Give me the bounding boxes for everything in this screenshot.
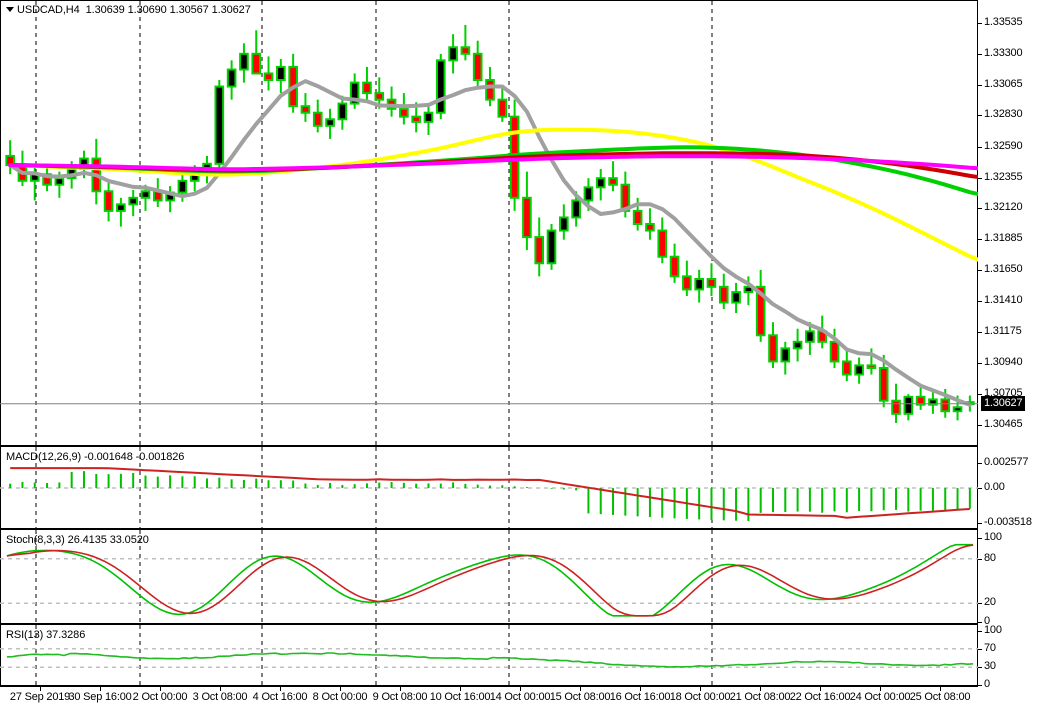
axis-tick: [978, 301, 982, 303]
axis-tick-label: 1.31175: [984, 325, 1022, 337]
axis-tick: [978, 463, 982, 464]
axis-tick-label: 0: [984, 615, 990, 627]
axis-tick-label: 1.30940: [984, 355, 1023, 368]
time-axis-label: 27 Sep 2019: [9, 691, 71, 703]
price-chart-canvas[interactable]: [0, 0, 978, 447]
axis-tick: [978, 332, 982, 333]
time-axis-tick: [220, 687, 221, 691]
current-price-tag: 1.30627: [981, 395, 1026, 411]
time-axis-label: 22 Oct 16:00: [789, 691, 851, 703]
time-axis-tick: [340, 687, 341, 691]
axis-tick-label: 1.31650: [984, 262, 1023, 275]
time-axis-tick: [880, 687, 881, 691]
axis-tick: [978, 488, 982, 490]
time-axis-tick: [820, 687, 821, 691]
axis-tick-label: 1.32830: [984, 108, 1023, 121]
axis-tick-label: 1.30705: [984, 386, 1023, 399]
axis-tick-label: 20: [984, 596, 996, 609]
price-panel: [0, 0, 978, 447]
time-axis-tick: [400, 687, 401, 691]
macd-legend: MACD(12,26,9) -0.001648 -0.001826: [6, 451, 185, 463]
axis-tick: [978, 53, 982, 55]
axis-tick-label: 100: [984, 624, 1002, 636]
time-axis-tick: [580, 687, 581, 691]
symbol-label: USDCAD,H4: [17, 4, 80, 16]
time-axis-label: 16 Oct 16:00: [609, 691, 671, 703]
macd-canvas[interactable]: [0, 447, 978, 530]
axis-tick-label: -0.003518: [984, 516, 1032, 528]
triangle-down-icon[interactable]: [6, 6, 14, 12]
axis-tick: [978, 269, 982, 271]
time-axis-tick: [640, 687, 641, 691]
rsi-legend: RSI(13) 37.3286: [6, 629, 86, 641]
time-axis-label: 10 Oct 16:00: [429, 691, 491, 703]
axis-tick: [978, 177, 982, 179]
time-axis-tick: [160, 687, 161, 691]
axis-tick-label: 1.31410: [984, 294, 1023, 307]
axis-tick-label: 0: [984, 678, 990, 690]
time-axis-label: 25 Oct 08:00: [909, 691, 971, 703]
time-axis-label: 2 Oct 00:00: [132, 691, 188, 703]
ohlc-quotes: 1.30639 1.30690 1.30567 1.30627: [85, 4, 251, 16]
axis-tick-label: 1.32355: [984, 170, 1023, 183]
axis-tick-label: 1.30465: [984, 417, 1023, 430]
time-axis-tick: [40, 687, 41, 691]
axis-tick: [978, 685, 982, 686]
time-axis-tick: [940, 687, 941, 691]
axis-tick: [978, 667, 982, 669]
axis-tick-label: 1.33535: [984, 16, 1023, 29]
time-axis-label: 30 Sep 16:00: [68, 691, 132, 703]
time-axis-label: 21 Oct 08:00: [729, 691, 791, 703]
axis-tick: [978, 23, 982, 25]
axis-tick-label: 0.002577: [984, 456, 1029, 468]
time-axis-tick: [280, 687, 281, 691]
axis-tick: [978, 631, 982, 632]
axis-tick: [978, 208, 982, 210]
time-axis-label: 4 Oct 16:00: [252, 691, 308, 703]
axis-tick-label: 1.33300: [984, 46, 1023, 59]
axis-tick: [978, 115, 982, 117]
time-axis-tick: [100, 687, 101, 691]
stoch-canvas[interactable]: [0, 530, 978, 625]
axis-tick: [978, 239, 982, 241]
axis-tick: [978, 622, 982, 623]
time-axis-tick: [700, 687, 701, 691]
stoch-legend: Stoch(8,3,3) 26.4135 33.0520: [6, 534, 149, 546]
axis-tick: [978, 146, 982, 148]
axis-tick: [978, 84, 982, 86]
axis-tick: [978, 424, 982, 426]
axis-tick: [978, 393, 982, 395]
time-axis-label: 9 Oct 08:00: [372, 691, 428, 703]
axis-tick: [978, 603, 982, 605]
time-axis-label: 8 Oct 00:00: [312, 691, 368, 703]
axis-tick-label: 1.31885: [984, 232, 1023, 245]
rsi-canvas[interactable]: [0, 625, 978, 687]
axis-tick-label: 1.33065: [984, 77, 1023, 90]
time-axis-label: 18 Oct 00:00: [669, 691, 731, 703]
axis-tick-label: 30: [984, 660, 996, 673]
chart-legend: USDCAD,H4 1.30639 1.30690 1.30567 1.3062…: [6, 4, 251, 16]
axis-tick-label: 1.32120: [984, 201, 1023, 214]
time-axis-label: 3 Oct 08:00: [192, 691, 248, 703]
axis-tick: [978, 538, 982, 539]
rsi-panel: [0, 625, 978, 687]
axis-tick: [978, 523, 982, 524]
time-axis-label: 15 Oct 08:00: [549, 691, 611, 703]
axis-tick-label: 70: [984, 641, 996, 654]
time-axis-label: 24 Oct 00:00: [849, 691, 911, 703]
axis-tick: [978, 558, 982, 560]
time-axis-tick: [520, 687, 521, 691]
stoch-panel: [0, 530, 978, 625]
time-axis-tick: [760, 687, 761, 691]
axis-tick: [978, 648, 982, 650]
time-axis-label: 14 Oct 00:00: [489, 691, 551, 703]
axis-tick-label: 1.32590: [984, 139, 1023, 152]
axis-tick-label: 0.00: [984, 481, 1005, 494]
axis-tick-label: 100: [984, 531, 1002, 543]
axis-tick-label: 80: [984, 551, 996, 564]
time-axis-tick: [460, 687, 461, 691]
axis-tick: [978, 362, 982, 364]
